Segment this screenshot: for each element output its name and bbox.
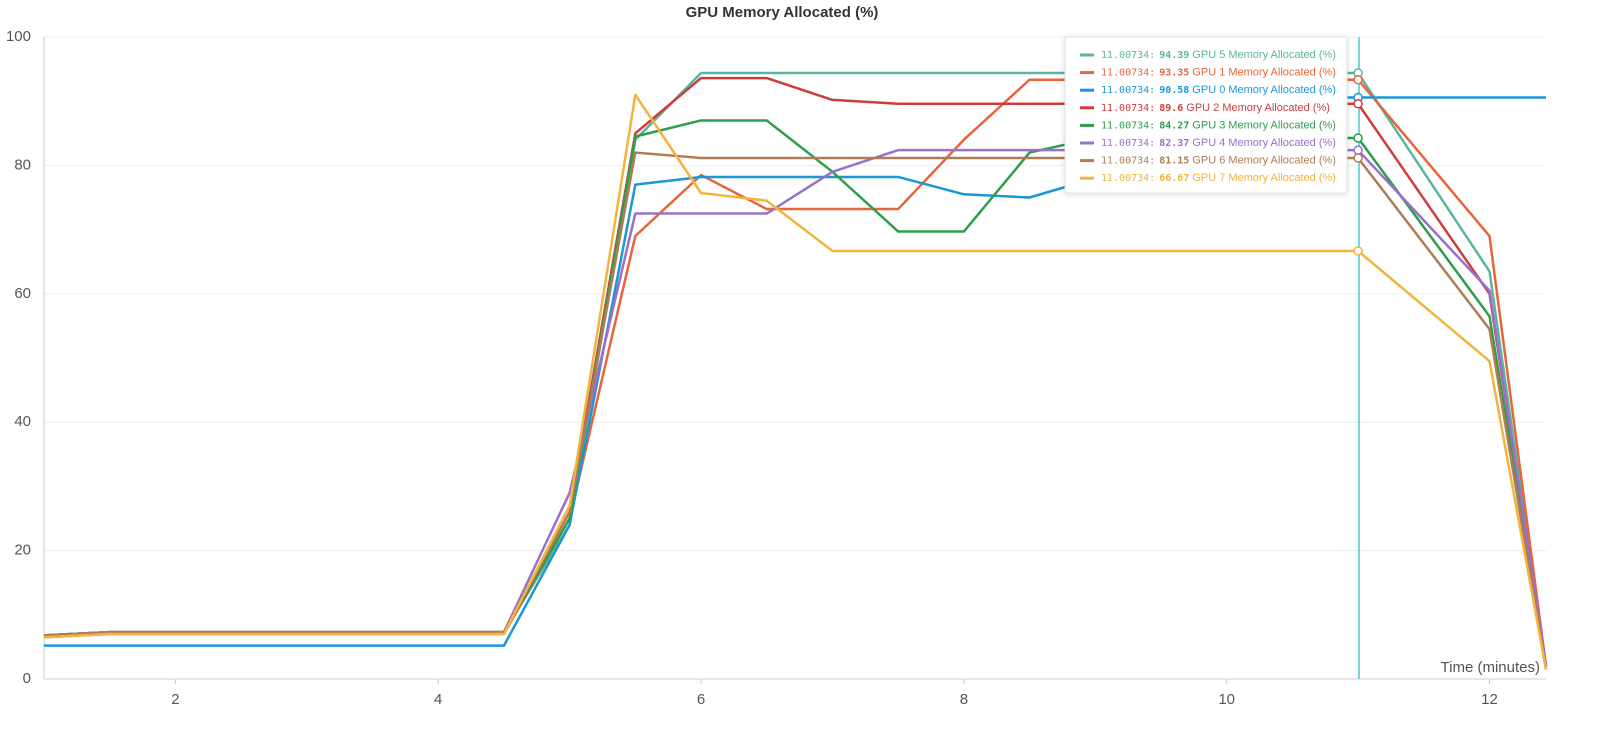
- tooltip-value: 84.27: [1159, 120, 1189, 131]
- tooltip-value: 90.58: [1159, 85, 1189, 96]
- legend-label: GPU 7 Memory Allocated (%): [1192, 172, 1336, 184]
- x-tick-label: 12: [1481, 691, 1498, 708]
- x-tick-label: 4: [434, 691, 442, 708]
- chart-title: GPU Memory Allocated (%): [686, 4, 879, 21]
- x-tick-label: 8: [960, 691, 968, 708]
- x-tick-label: 2: [171, 691, 179, 708]
- tooltip-entry: 11.00734: 66.67 GPU 7 Memory Allocated (%): [1101, 172, 1336, 184]
- tooltip-value: 94.39: [1159, 50, 1189, 61]
- y-tick-label: 100: [6, 28, 31, 45]
- tooltip-x: 11.00734:: [1101, 68, 1155, 79]
- legend-label: GPU 3 Memory Allocated (%): [1192, 119, 1336, 131]
- y-tick-label: 60: [14, 285, 31, 302]
- legend-label: GPU 5 Memory Allocated (%): [1192, 49, 1336, 61]
- tooltip-value: 66.67: [1159, 173, 1189, 184]
- tooltip-value: 89.6: [1159, 103, 1183, 114]
- tooltip: 11.00734: 94.39 GPU 5 Memory Allocated (%)…: [1064, 36, 1348, 194]
- tooltip-entry: 11.00734: 89.6 GPU 2 Memory Allocated (%): [1101, 102, 1330, 114]
- tooltip-x: 11.00734:: [1101, 103, 1155, 114]
- tooltip-entry: 11.00734: 84.27 GPU 3 Memory Allocated (%): [1101, 119, 1336, 131]
- x-tick-label: 10: [1218, 691, 1235, 708]
- hover-marker: [1353, 246, 1363, 256]
- tooltip-x: 11.00734:: [1101, 50, 1155, 61]
- hover-marker: [1353, 74, 1363, 85]
- hover-marker: [1353, 145, 1363, 155]
- series-line: [43, 93, 1548, 670]
- y-tick-label: 40: [14, 413, 31, 430]
- y-tick-label: 0: [23, 670, 31, 687]
- legend-label: GPU 0 Memory Allocated (%): [1192, 84, 1336, 96]
- tooltip-value: 82.37: [1159, 138, 1189, 149]
- x-tick-label: 6: [697, 691, 705, 708]
- tooltip-entry: 11.00734: 94.39 GPU 5 Memory Allocated (%): [1101, 49, 1336, 61]
- tooltip-x: 11.00734:: [1101, 85, 1155, 96]
- tooltip-x: 11.00734:: [1101, 120, 1155, 131]
- series-line: [43, 151, 1548, 670]
- y-tick-label: 80: [14, 156, 31, 173]
- tooltip-value: 93.35: [1159, 68, 1189, 79]
- x-axis-label: Time (minutes): [1441, 659, 1540, 676]
- legend-label: GPU 2 Memory Allocated (%): [1186, 102, 1330, 114]
- hover-marker: [1353, 153, 1363, 163]
- tooltip-entry: 11.00734: 82.37 GPU 4 Memory Allocated (%): [1101, 137, 1336, 149]
- legend-label: GPU 4 Memory Allocated (%): [1192, 137, 1336, 149]
- legend-label: GPU 6 Memory Allocated (%): [1192, 155, 1336, 167]
- hover-marker: [1353, 99, 1363, 109]
- tooltip-x: 11.00734:: [1101, 156, 1155, 167]
- tooltip-entry: 11.00734: 90.58 GPU 0 Memory Allocated (%): [1101, 84, 1336, 96]
- tooltip-value: 81.15: [1159, 156, 1189, 167]
- tooltip-entry: 11.00734: 81.15 GPU 6 Memory Allocated (%): [1101, 155, 1336, 167]
- tooltip-x: 11.00734:: [1101, 173, 1155, 184]
- tooltip-x: 11.00734:: [1101, 138, 1155, 149]
- hover-marker: [1353, 133, 1363, 143]
- series-line: [43, 148, 1548, 667]
- tooltip-entry: 11.00734: 93.35 GPU 1 Memory Allocated (%): [1101, 67, 1336, 79]
- legend-label: GPU 1 Memory Allocated (%): [1192, 67, 1336, 79]
- y-tick-label: 20: [14, 542, 31, 559]
- series-line: [43, 119, 1548, 667]
- tooltip-box: [1064, 36, 1348, 194]
